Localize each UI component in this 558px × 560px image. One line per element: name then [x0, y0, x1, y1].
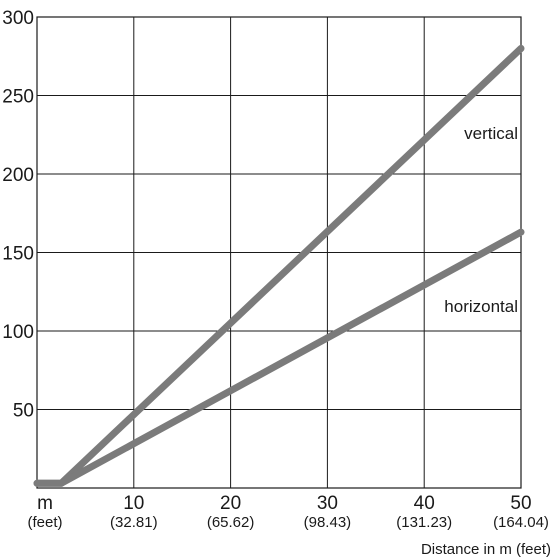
y-tick-label: 150 — [2, 244, 34, 265]
series-line-vertical — [33, 44, 525, 487]
x-axis-ticks: m(feet) 10(32.81) 20(65.62) 30(98.43) 40(131… — [27, 493, 548, 531]
y-tick-label: 250 — [2, 87, 34, 108]
series-label-horizontal: horizontal — [444, 297, 518, 316]
y-tick-label: 200 — [2, 165, 34, 186]
y-tick-label: 300 — [2, 8, 34, 29]
grid — [37, 17, 521, 488]
x-tick-label: 20 — [220, 493, 241, 514]
x-tick-label: 10 — [123, 493, 144, 514]
plot-frame — [36, 16, 522, 489]
x-tick-sublabel: (98.43) — [304, 514, 352, 531]
x-tick-sublabel: (164.04) — [493, 514, 549, 531]
series-layer — [33, 44, 525, 487]
series-labels: vertical horizontal — [444, 124, 518, 316]
x-tick-sublabel: (131.23) — [396, 514, 452, 531]
x-tick-sublabel: (65.62) — [207, 514, 255, 531]
x-tick-label: 30 — [317, 493, 338, 514]
x-tick-sublabel: (32.81) — [110, 514, 158, 531]
y-tick-label: 50 — [13, 401, 34, 422]
y-axis-ticks: 50 100 150 200 250 300 — [2, 8, 34, 422]
y-tick-label: 100 — [2, 322, 34, 343]
x-tick-sublabel: (feet) — [27, 514, 62, 531]
series-line-horizontal — [33, 228, 525, 487]
x-axis-title: Distance in m (feet) — [421, 541, 551, 558]
x-tick-label: m — [37, 493, 53, 514]
x-tick-label: 40 — [414, 493, 435, 514]
series-label-vertical: vertical — [464, 124, 518, 143]
x-tick-label: 50 — [510, 493, 531, 514]
